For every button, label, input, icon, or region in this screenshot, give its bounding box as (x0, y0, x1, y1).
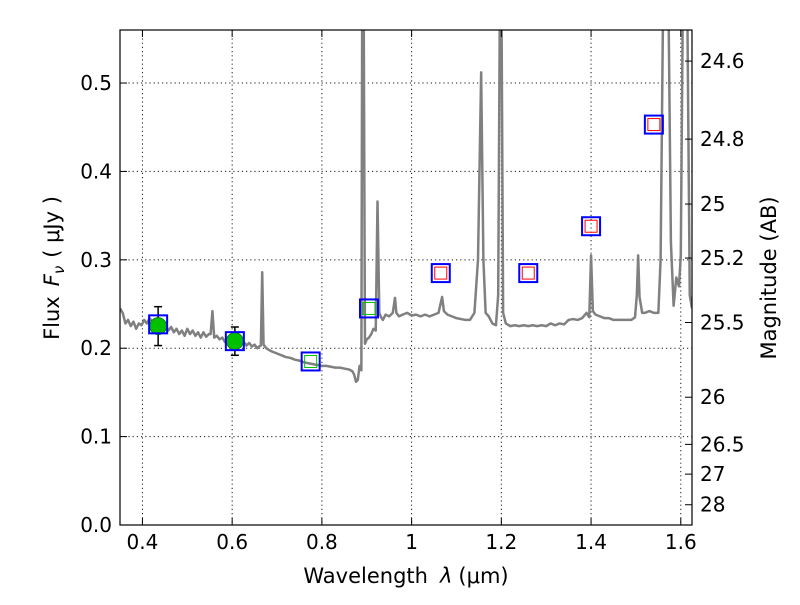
x-tick-label: 1.6 (665, 530, 697, 554)
observed-flux-square (584, 219, 598, 233)
x-axis-title: Wavelength λ (μm) (303, 564, 508, 588)
y-tick-label: 0.1 (80, 425, 112, 449)
model-flux-square (224, 331, 245, 352)
grid-layer (120, 30, 692, 526)
y2-axis-title: Magnitude (AB) (757, 196, 781, 359)
observed-flux-square (647, 118, 661, 132)
model-flux-square (358, 298, 379, 319)
x-tick-label: 0.6 (216, 530, 248, 554)
observed-flux-square (304, 354, 318, 368)
model-flux-square (643, 114, 664, 135)
plot-frame (119, 29, 693, 526)
model-flux-square (581, 216, 602, 237)
model-flux-square (148, 314, 169, 335)
observed-flux-square (362, 301, 376, 315)
observed-flux-square (434, 266, 448, 280)
x-tick-label: 1.2 (485, 530, 517, 554)
x-tick-label: 1 (405, 530, 418, 554)
y2-tick-label: 25 (700, 192, 725, 216)
y-tick-label: 0.5 (80, 71, 112, 95)
x-tick-label: 1.4 (575, 530, 607, 554)
y2-tick-label: 25.2 (700, 246, 745, 270)
y2-tick-label: 28 (700, 493, 725, 517)
tick-layer: 0.4 0.6 0.8 1 1.2 1.4 1.6 0.0 0.1 0.2 0.3 0.4 0.5 24.… (80, 30, 745, 554)
detection-point (225, 332, 244, 351)
y2-tick-label: 26 (700, 385, 725, 409)
y-tick-label: 0.4 (80, 159, 112, 183)
observed-flux-square (521, 266, 535, 280)
marker-layer (148, 114, 664, 372)
model-flux-square (300, 351, 321, 372)
y2-tick-label: 26.5 (700, 432, 745, 456)
y-tick-label: 0.3 (80, 248, 112, 272)
y2-tick-label: 24.6 (700, 49, 745, 73)
x-tick-label: 0.8 (306, 530, 338, 554)
y-tick-label: 0.2 (80, 336, 112, 360)
model-flux-square (430, 263, 451, 284)
data-layer (120, 30, 692, 384)
y2-tick-label: 25.5 (700, 310, 745, 334)
detection-point (149, 317, 168, 336)
spectrum-line (120, 30, 692, 384)
y-tick-label: 0.0 (80, 513, 112, 537)
y2-tick-label: 27 (700, 462, 725, 486)
model-flux-square (518, 263, 539, 284)
x-tick-label: 0.4 (127, 530, 159, 554)
y-axis-title: FluxFν( μJy ) (40, 196, 68, 340)
y2-tick-label: 24.8 (700, 127, 745, 151)
